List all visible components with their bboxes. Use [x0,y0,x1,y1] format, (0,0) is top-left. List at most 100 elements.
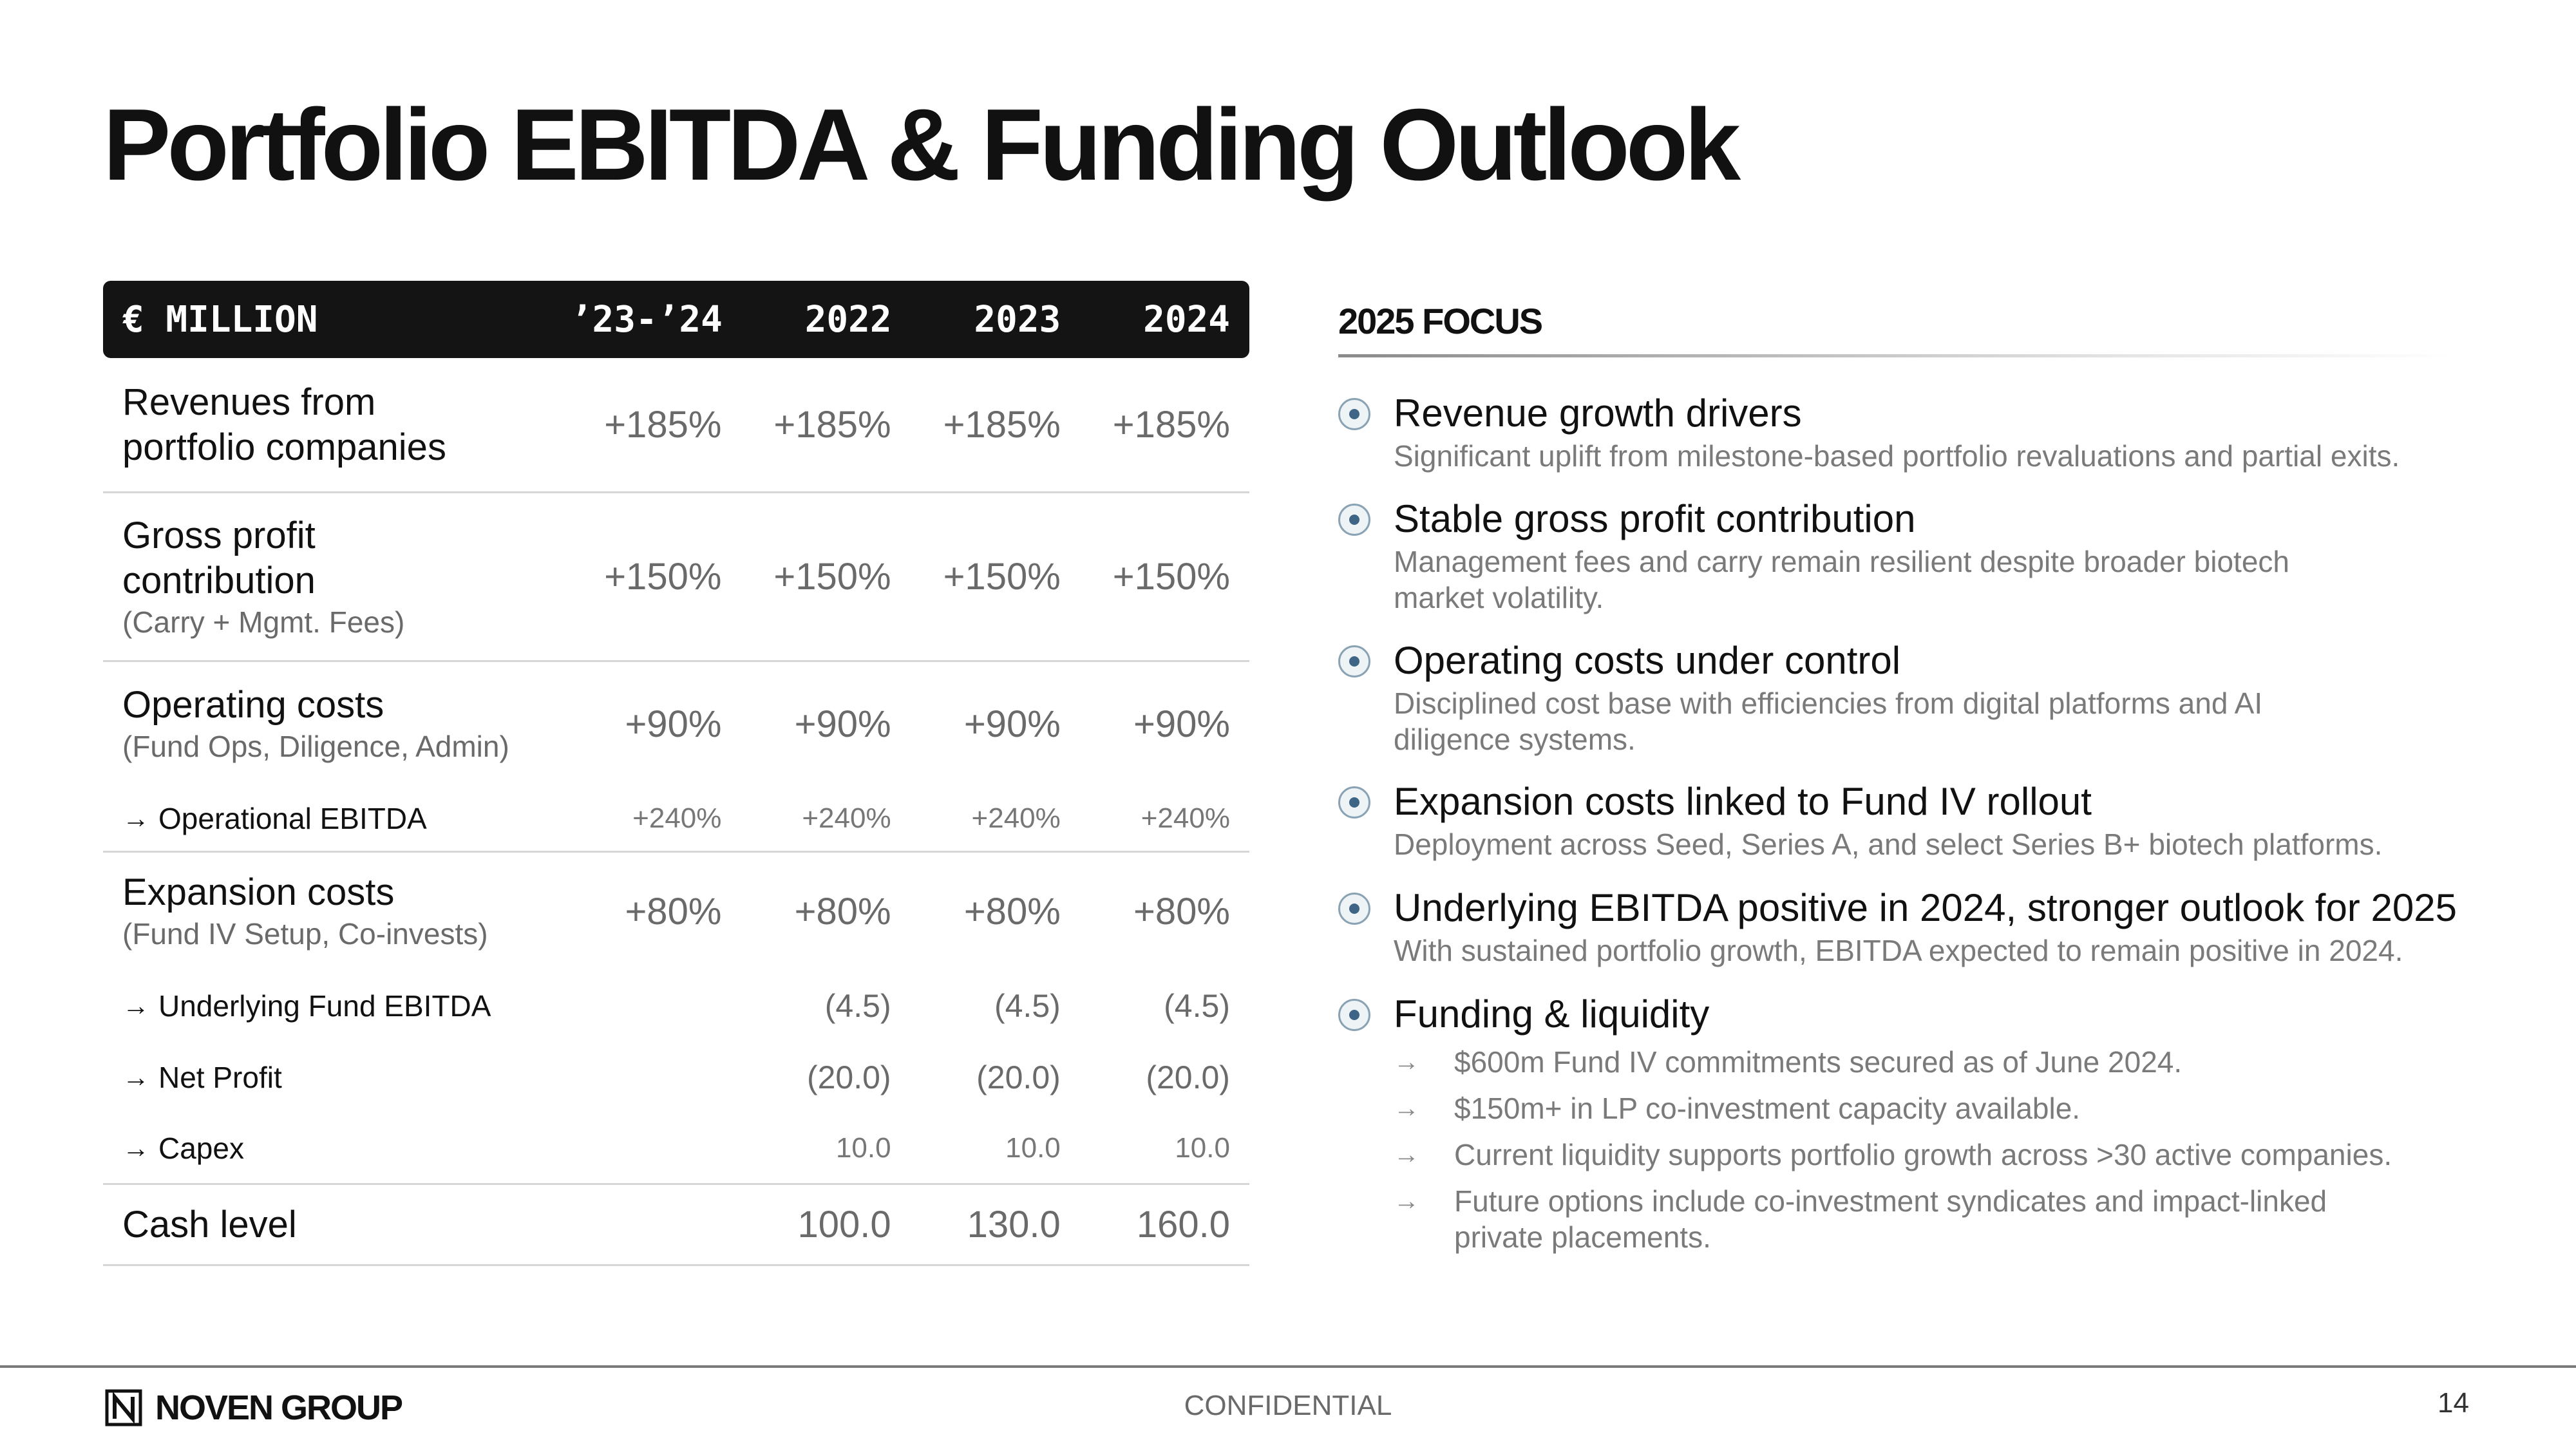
radio-dot-icon [1338,504,1370,536]
radio-dot-icon [1338,645,1370,677]
table-row: Cash level 100.0 130.0 160.0 [103,1185,1249,1266]
noven-logo-icon [105,1389,142,1426]
focus-heading: Underlying EBITDA positive in 2024, stro… [1394,886,2457,929]
focus-item: Expansion costs linked to Fund IV rollou… [1338,777,2472,862]
table-row: Revenues from portfolio companies +185% … [103,358,1249,493]
focus-heading: Stable gross profit contribution [1394,497,1916,540]
arrow-right-icon: → [1394,1187,1419,1215]
row-value: +185% [604,404,722,446]
focus-description: Disciplined cost base with efficiencies … [1394,687,2263,756]
focus-heading: Revenue growth drivers [1394,392,1802,435]
list-item: → $150m+ in LP co-investment capacity av… [1394,1092,2081,1125]
row-label: Operational EBITDA [158,801,427,835]
page-number: 14 [2438,1387,2469,1419]
arrow-right-icon: → [1394,1094,1419,1122]
arrow-right-icon: → [1394,1141,1419,1169]
row-label: Gross profit contribution [122,514,316,601]
row-value: +150% [943,556,1061,598]
radio-dot-icon [1338,398,1370,430]
header-2023: 2023 [974,298,1061,341]
arrow-right-icon: → [122,802,149,833]
row-value: +150% [1112,556,1230,598]
row-label: Net Profit [158,1061,282,1094]
row-value: 10.0 [835,1132,891,1164]
arrow-right-icon: → [1394,1048,1419,1076]
row-value: (20.0) [806,1059,891,1095]
focus-item: Revenue growth drivers Significant uplif… [1338,389,2472,474]
row-label: Cash level [122,1203,297,1245]
header-period: ’23-’24 [570,298,723,341]
row-label: Revenues from portfolio companies [122,381,446,468]
row-value: (4.5) [1164,988,1230,1024]
row-value: (4.5) [994,988,1061,1024]
row-value: (4.5) [824,988,891,1024]
row-label: Operating costs [122,684,384,726]
focus-item: Stable gross profit contribution Managem… [1338,495,2472,616]
focus-description: Management fees and carry remain resilie… [1394,545,2289,614]
financial-table: € MILLION ’23-’24 2022 2023 2024 Revenue… [103,281,1249,1266]
row-value: +80% [963,890,1061,933]
row-value: +90% [963,703,1061,745]
focus-description: Significant uplift from milestone-based … [1394,439,2400,473]
table-row: Expansion costs (Fund IV Setup, Co-inves… [103,853,1249,970]
focus-heading: Funding & liquidity [1394,992,1710,1036]
table-row: → Net Profit (20.0) (20.0) (20.0) [103,1042,1249,1113]
row-value: +240% [1141,802,1230,834]
row-sublabel: (Fund IV Setup, Co-invests) [122,917,488,951]
header-unit: € MILLION [122,298,318,341]
focus-item: Underlying EBITDA positive in 2024, stro… [1338,884,2472,969]
header-2022: 2022 [804,298,892,341]
focus-description: Deployment across Seed, Series A, and se… [1394,828,2383,861]
radio-dot-icon [1338,893,1370,925]
row-value: (20.0) [1146,1059,1230,1095]
table-row: → Operational EBITDA +240% +240% +240% +… [103,786,1249,853]
funding-points: → $600m Fund IV commitments secured as o… [1394,1044,2472,1255]
row-value: (20.0) [976,1059,1061,1095]
row-value: +150% [604,556,722,598]
row-sublabel: (Fund Ops, Diligence, Admin) [122,730,509,763]
row-value: +80% [794,890,891,933]
row-value: 10.0 [1005,1132,1061,1164]
row-value: +240% [802,802,891,834]
row-value: 130.0 [967,1204,1061,1245]
row-value: +185% [943,404,1061,446]
table-row: Operating costs (Fund Ops, Diligence, Ad… [103,662,1249,786]
arrow-right-icon: → [122,1132,149,1163]
row-value: +90% [625,703,722,745]
radio-dot-icon [1338,786,1370,819]
row-value: 100.0 [797,1204,891,1245]
focus-divider [1338,354,2452,357]
row-value: 160.0 [1136,1204,1230,1245]
page-title: Portfolio EBITDA & Funding Outlook [103,88,1741,202]
row-value: +150% [773,556,891,598]
row-label: Expansion costs [122,871,395,913]
table-row: → Underlying Fund EBITDA (4.5) (4.5) (4.… [103,970,1249,1042]
row-label: Capex [158,1131,244,1165]
row-value: +80% [625,890,722,933]
row-value: +90% [794,703,891,745]
confidential-label: CONFIDENTIAL [1184,1390,1392,1421]
header-2024: 2024 [1143,298,1230,341]
row-sublabel: (Carry + Mgmt. Fees) [122,605,405,639]
focus-item: Operating costs under control Discipline… [1338,636,2472,757]
row-value: +80% [1133,890,1230,933]
radio-dot-icon [1338,999,1370,1031]
arrow-right-icon: → [122,1062,149,1092]
company-logo: NOVEN GROUP [105,1388,403,1428]
row-value: +240% [632,802,722,834]
focus-description: With sustained portfolio growth, EBITDA … [1394,934,2403,967]
list-item: → Current liquidity supports portfolio g… [1394,1138,2392,1171]
focus-item-funding: Funding & liquidity → $600m Fund IV comm… [1338,990,2472,1265]
arrow-right-icon: → [122,990,149,1021]
row-label: Underlying Fund EBITDA [158,989,491,1023]
list-item: → Future options include co-investment s… [1394,1184,2327,1254]
row-value: 10.0 [1175,1132,1230,1164]
row-value: +240% [971,802,1061,834]
list-item: → $600m Fund IV commitments secured as o… [1394,1045,2183,1079]
row-value: +185% [1112,404,1230,446]
focus-heading: Expansion costs linked to Fund IV rollou… [1394,780,2092,823]
focus-heading: Operating costs under control [1394,639,1901,682]
row-value: +185% [773,404,891,446]
company-name: NOVEN GROUP [155,1388,403,1427]
row-value: +90% [1133,703,1230,745]
